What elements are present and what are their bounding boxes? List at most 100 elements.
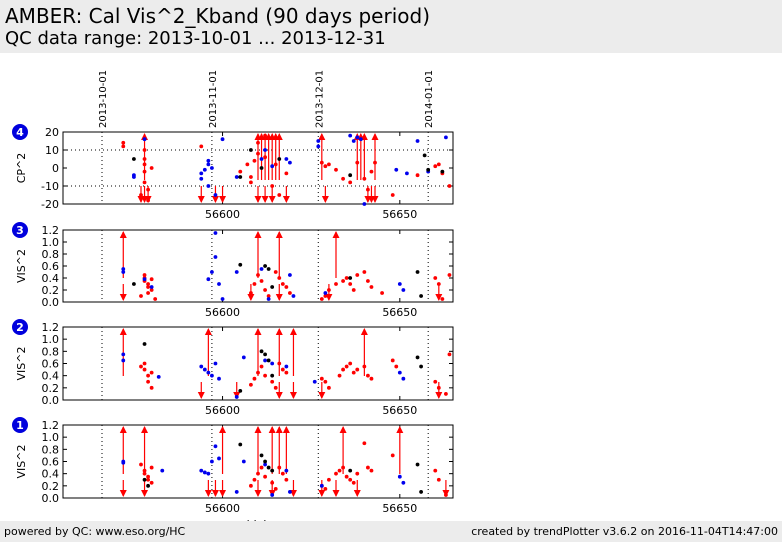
data-point-blue	[121, 352, 126, 357]
data-point-red	[280, 367, 285, 372]
date-marker-label: 2013-10-01	[98, 70, 109, 128]
data-point-red	[284, 285, 289, 289]
x-tick-label: 56600	[205, 306, 240, 319]
data-point-red	[447, 352, 452, 357]
clip-arrow-up-head	[204, 328, 212, 335]
data-point-blue	[348, 133, 353, 138]
data-point-blue	[415, 139, 420, 143]
clip-arrow-down-head	[371, 196, 379, 203]
data-point-red	[199, 144, 204, 149]
data-point-blue	[142, 137, 147, 142]
clip-arrow-down-head	[197, 392, 205, 399]
data-point-red	[142, 468, 147, 473]
data-point-blue	[397, 474, 402, 479]
data-point-blue	[213, 255, 218, 259]
clip-arrow-down-head	[197, 196, 205, 203]
data-point-red	[142, 162, 147, 167]
data-point-blue	[444, 135, 448, 140]
y-tick-label: 1.2	[42, 321, 60, 334]
data-point-black	[263, 459, 267, 464]
data-point-red	[238, 169, 243, 174]
data-point-black	[249, 148, 253, 152]
data-point-red	[355, 160, 360, 165]
data-point-red	[433, 379, 438, 384]
data-point-red	[245, 162, 250, 167]
data-point-red	[146, 282, 150, 286]
clip-arrow-up-head	[396, 426, 404, 433]
data-point-red	[256, 140, 260, 145]
data-point-blue	[210, 373, 214, 378]
clip-arrow-down-head	[261, 196, 269, 203]
data-point-red	[149, 465, 154, 470]
y-tick-label: 0.6	[42, 456, 60, 469]
data-point-red	[341, 279, 345, 283]
data-point-red	[263, 155, 267, 160]
data-point-blue	[199, 171, 204, 176]
data-point-red	[263, 373, 267, 378]
data-point-red	[252, 158, 257, 163]
y-tick-label: 1.0	[42, 333, 60, 346]
data-point-red	[327, 288, 331, 292]
header-bar: AMBER: Cal Vis^2_Kband (90 days period) …	[0, 0, 782, 53]
clip-arrow-up-head	[119, 328, 127, 335]
data-point-black	[263, 352, 267, 357]
data-point-red	[373, 160, 377, 165]
data-point-red	[252, 282, 257, 286]
footer-created-by: created by trendPlotter v3.6.2 on 2016-1…	[471, 525, 778, 538]
data-point-blue	[213, 193, 218, 197]
data-point-blue	[213, 361, 218, 366]
data-point-blue	[355, 135, 360, 140]
data-point-red	[366, 373, 370, 378]
x-tick-label: 56600	[205, 404, 240, 417]
data-point-red	[366, 187, 370, 192]
date-marker-label: 2014-01-01	[424, 70, 435, 128]
clip-arrow-up-head	[339, 426, 347, 433]
data-point-red	[139, 193, 143, 197]
clip-arrow-down-head	[435, 392, 443, 399]
data-point-red	[273, 162, 278, 167]
clip-arrow-down-head	[254, 490, 262, 497]
clip-arrow-down-head	[435, 294, 443, 301]
data-point-blue	[202, 167, 207, 172]
data-point-red	[436, 477, 441, 482]
data-point-red	[319, 376, 324, 381]
data-point-black	[266, 267, 271, 271]
data-point-blue	[401, 480, 406, 485]
data-point-red	[337, 373, 342, 378]
data-point-black	[270, 285, 275, 289]
x-tick-label: 56650	[382, 404, 417, 417]
footer-bar: powered by QC: www.eso.org/HC created by…	[0, 521, 782, 542]
data-point-blue	[206, 471, 211, 476]
data-point-red	[266, 294, 271, 298]
y-tick-label: 0.2	[42, 284, 60, 297]
clip-arrow-up-head	[371, 133, 379, 140]
data-point-blue	[351, 139, 356, 143]
data-point-red	[348, 477, 353, 482]
y-tick-label: 0.4	[42, 370, 60, 383]
data-point-red	[146, 379, 150, 384]
data-point-red	[355, 273, 360, 277]
data-point-black	[422, 153, 427, 158]
y-tick-label: 1.0	[42, 431, 60, 444]
data-point-red	[380, 291, 384, 295]
data-point-red	[323, 486, 328, 491]
date-marker-label: 2013-12-01	[314, 70, 325, 128]
y-tick-label: 0.8	[42, 443, 60, 456]
data-point-red	[146, 474, 150, 479]
clip-arrow-down-head	[289, 392, 297, 399]
data-point-red	[277, 465, 282, 470]
data-point-red	[319, 297, 324, 301]
data-point-red	[149, 385, 154, 390]
data-point-black	[238, 388, 243, 393]
data-point-black	[142, 342, 147, 346]
data-point-blue	[210, 166, 214, 170]
data-point-red	[436, 282, 441, 286]
data-point-red	[334, 282, 338, 286]
data-point-red	[348, 361, 353, 366]
data-point-red	[369, 376, 374, 381]
data-point-red	[362, 176, 367, 181]
data-point-black	[132, 282, 136, 286]
data-point-red	[149, 166, 154, 170]
y-tick-label: 1.2	[42, 419, 60, 432]
data-point-blue	[202, 470, 207, 475]
